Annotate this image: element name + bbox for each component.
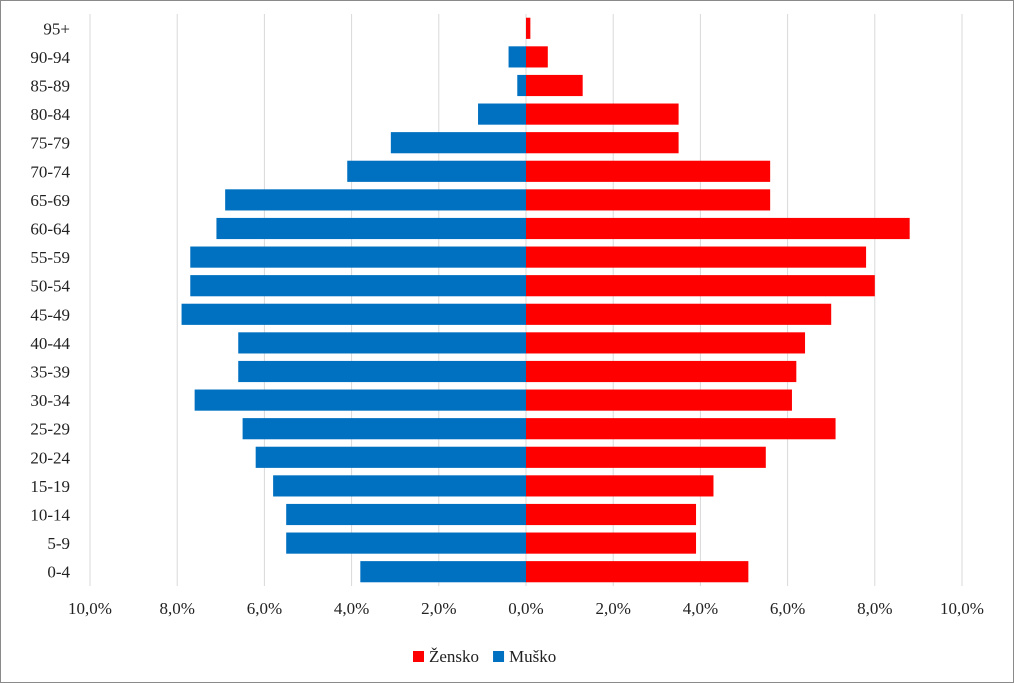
bar-musko-80-84 [478, 103, 526, 125]
x-tick-label: 8,0% [159, 599, 194, 618]
category-label: 95+ [43, 19, 70, 38]
bar-musko-25-29 [242, 418, 526, 440]
x-tick-label: 4,0% [334, 599, 369, 618]
bar-zensko-40-44 [526, 332, 806, 354]
bar-zensko-65-69 [526, 189, 771, 211]
category-label: 70-74 [30, 162, 70, 181]
legend-swatch-1 [493, 651, 505, 662]
legend-label-1: Muško [509, 647, 556, 666]
bar-zensko-10-14 [526, 503, 697, 526]
category-label: 20-24 [30, 448, 70, 467]
bar-zensko-35-39 [526, 360, 797, 383]
bar-zensko-30-34 [526, 389, 792, 411]
category-label: 5-9 [47, 534, 70, 553]
bar-musko-0-4 [360, 561, 526, 583]
category-label: 60-64 [30, 220, 70, 239]
category-label: 40-44 [30, 334, 70, 353]
category-label: 45-49 [30, 305, 70, 324]
bar-zensko-95+ [526, 17, 531, 39]
bar-musko-15-19 [273, 475, 526, 497]
x-tick-label: 0,0% [508, 599, 543, 618]
bar-zensko-90-94 [526, 46, 548, 68]
x-tick-labels: 10,0% 8,0% 6,0% 4,0% 2,0% 0,0% 2,0% 4,0% 6,0% 8,0… [68, 599, 984, 618]
category-label: 30-34 [30, 391, 70, 410]
category-label: 80-84 [30, 105, 70, 124]
bar-zensko-20-24 [526, 446, 766, 468]
bar-musko-50-54 [190, 275, 526, 297]
category-label: 25-29 [30, 420, 70, 439]
category-labels: 0-4 5-9 10-14 15-19 20-24 25-29 30-34 35-39 40-4… [30, 19, 70, 581]
bar-musko-45-49 [181, 303, 526, 325]
x-tick-label: 10,0% [940, 599, 984, 618]
category-label: 15-19 [30, 477, 70, 496]
bar-musko-90-94 [508, 46, 526, 68]
category-label: 85-89 [30, 77, 70, 96]
x-tick-label: 8,0% [857, 599, 892, 618]
bar-zensko-25-29 [526, 418, 836, 440]
x-tick-label: 2,0% [595, 599, 630, 618]
category-label: 75-79 [30, 134, 70, 153]
bar-zensko-75-79 [526, 132, 679, 154]
bar-musko-5-9 [286, 532, 526, 554]
bar-zensko-15-19 [526, 475, 714, 497]
bar-musko-75-79 [390, 132, 526, 154]
bar-musko-30-34 [194, 389, 526, 411]
bar-musko-70-74 [347, 160, 526, 182]
legend: Žensko Muško [413, 647, 556, 666]
legend-label-0: Žensko [429, 647, 479, 666]
category-label: 65-69 [30, 191, 70, 210]
x-tick-label: 6,0% [247, 599, 282, 618]
bar-zensko-50-54 [526, 275, 875, 297]
category-label: 50-54 [30, 277, 70, 296]
bar-zensko-45-49 [526, 303, 832, 325]
bar-musko-20-24 [255, 446, 526, 468]
x-tick-label: 4,0% [683, 599, 718, 618]
gridlines [89, 14, 963, 586]
category-label: 0-4 [47, 563, 70, 582]
category-label: 10-14 [30, 506, 70, 525]
bar-musko-40-44 [238, 332, 527, 354]
bar-musko-60-64 [216, 217, 526, 240]
bars [181, 17, 910, 583]
bar-zensko-60-64 [526, 217, 910, 240]
bar-musko-65-69 [225, 189, 526, 211]
bar-musko-85-89 [517, 74, 526, 97]
bar-musko-10-14 [286, 503, 526, 526]
category-label: 90-94 [30, 48, 70, 67]
category-label: 55-59 [30, 248, 70, 267]
category-label: 35-39 [30, 363, 70, 382]
bar-zensko-85-89 [526, 74, 583, 97]
x-tick-label: 10,0% [68, 599, 112, 618]
x-tick-label: 2,0% [421, 599, 456, 618]
bar-zensko-5-9 [526, 532, 697, 554]
legend-swatch-0 [413, 651, 424, 662]
bar-musko-35-39 [238, 360, 527, 383]
bar-musko-55-59 [190, 246, 526, 268]
bar-zensko-55-59 [526, 246, 867, 268]
x-tick-label: 6,0% [770, 599, 805, 618]
bar-zensko-0-4 [526, 561, 749, 583]
bar-zensko-80-84 [526, 103, 679, 125]
bar-zensko-70-74 [526, 160, 771, 182]
